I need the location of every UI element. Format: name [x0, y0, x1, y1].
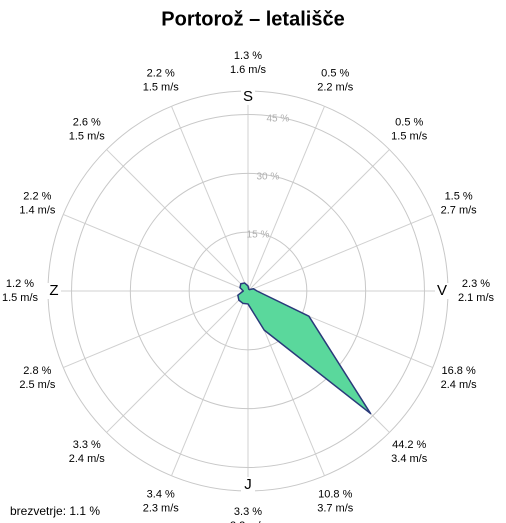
- ring-label: 45 %: [266, 114, 289, 125]
- compass-label: Z: [49, 282, 58, 299]
- speed-label: 1.5 m/s: [2, 292, 39, 304]
- compass-label: J: [244, 476, 252, 493]
- speed-label: 1.5 m/s: [69, 131, 106, 143]
- spoke: [106, 290, 249, 433]
- value-label: 1.2 %: [6, 278, 34, 290]
- rose-area: [237, 282, 372, 415]
- speed-label: 2.4 m/s: [441, 379, 478, 391]
- value-label: 3.3 %: [73, 439, 101, 451]
- value-label: 3.3 %: [234, 506, 262, 518]
- ring-label: 30 %: [257, 172, 280, 183]
- speed-label: 1.6 m/s: [230, 64, 267, 76]
- grid-ring: [129, 172, 367, 410]
- value-label: 2.3 %: [462, 278, 490, 290]
- value-label: 16.8 %: [442, 365, 476, 377]
- speed-label: 2.7 m/s: [441, 205, 478, 217]
- speed-label: 3.4 m/s: [391, 453, 428, 465]
- speed-label: 2.4 m/s: [69, 453, 106, 465]
- value-label: 44.2 %: [392, 439, 426, 451]
- ring-label: 15 %: [247, 230, 270, 241]
- compass-label: S: [243, 88, 253, 105]
- speed-label: 1.5 m/s: [143, 81, 180, 93]
- speed-label: 2.1 m/s: [458, 292, 495, 304]
- value-label: 0.5 %: [395, 117, 423, 129]
- spoke: [63, 214, 249, 292]
- spoke: [63, 290, 249, 368]
- compass-bg: [435, 283, 449, 299]
- spoke: [247, 106, 325, 292]
- grid-ring: [188, 231, 308, 351]
- speed-label: 2.5 m/s: [19, 379, 56, 391]
- speed-label: 2.3 m/s: [143, 503, 180, 515]
- speed-label: 2.2 m/s: [317, 81, 354, 93]
- compass-label: V: [437, 282, 447, 299]
- spoke: [247, 214, 433, 292]
- value-label: 0.5 %: [321, 67, 349, 79]
- value-label: 1.5 %: [445, 191, 473, 203]
- value-label: 2.2 %: [23, 191, 51, 203]
- spoke: [171, 290, 249, 476]
- compass-bg: [241, 89, 255, 105]
- annotation: brezvetrje: 1.1 %: [10, 504, 100, 518]
- compass-bg: [47, 283, 61, 299]
- speed-label: 1.5 m/s: [391, 131, 428, 143]
- compass-bg: [241, 477, 255, 493]
- value-label: 3.4 %: [147, 489, 175, 501]
- spoke: [247, 149, 390, 292]
- chart-title: Portorož – letališče: [161, 8, 344, 30]
- value-label: 2.6 %: [73, 117, 101, 129]
- value-label: 2.8 %: [23, 365, 51, 377]
- spoke: [171, 106, 249, 292]
- speed-label: 3.2 m/s: [230, 520, 267, 523]
- speed-label: 1.4 m/s: [19, 205, 56, 217]
- value-label: 1.3 %: [234, 50, 262, 62]
- speed-label: 3.7 m/s: [317, 503, 354, 515]
- grid-ring: [71, 114, 425, 468]
- value-label: 2.2 %: [147, 67, 175, 79]
- value-label: 10.8 %: [318, 489, 352, 501]
- spoke: [106, 149, 249, 292]
